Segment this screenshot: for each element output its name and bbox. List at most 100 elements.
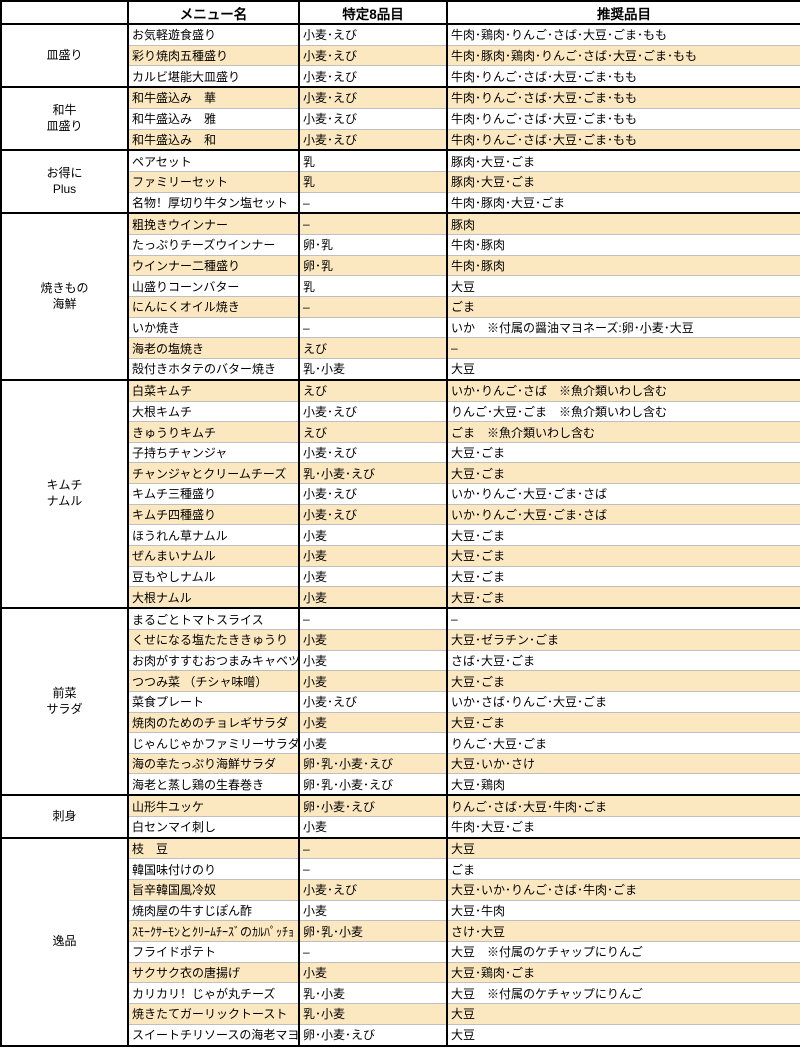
allergen8-cell: 乳･小麦: [298, 982, 447, 1005]
allergen8-cell: 小麦･えび: [298, 483, 447, 505]
allergen8-cell: 小麦: [298, 670, 447, 692]
table-row: 海老と蒸し鶏の生春巻き 卵･乳･小麦･えび 大豆･鶏肉: [1, 773, 800, 796]
table-row: 刺身 山形牛ユッケ 卵･小麦･えび りんご･さば･大豆･牛肉･ごま: [0, 794, 800, 839]
recommended-cell: 豚肉･大豆･ごま: [446, 149, 800, 172]
table-row: じゃんじゃかファミリーサラダ 小麦 りんご･大豆･ごま: [1, 732, 800, 754]
recommended-cell: 大豆: [446, 275, 800, 298]
table-row: スイートチリソースの海老マヨ 卵･小麦･えび 大豆: [1, 1024, 800, 1047]
menu-name-cell: ウインナー二種盛り: [127, 255, 299, 277]
menu-name-cell: 大根ナムル: [127, 586, 299, 609]
table-row: ウインナー二種盛り 卵･乳 牛肉･豚肉: [1, 255, 800, 277]
allergen8-cell: –: [298, 858, 447, 881]
menu-name-cell: ｽﾓｰｸｻｰﾓﾝとｸﾘｰﾑﾁｰｽﾞのｶﾙﾊﾟｯﾁｮ: [127, 920, 299, 943]
recommended-cell: 大豆: [446, 358, 800, 381]
recommended-cell: 牛肉･豚肉･大豆･ごま: [446, 192, 800, 214]
allergen8-cell: 小麦･えび: [298, 86, 447, 109]
recommended-cell: 牛肉･りんご･さば･大豆･ごま･もも: [446, 65, 800, 88]
header-specific8: 特定8品目: [298, 0, 448, 25]
allergen8-cell: 乳: [298, 275, 447, 298]
table-row: 逸品枝 豆 – 大豆: [0, 836, 800, 1047]
allergen8-cell: 小麦: [298, 962, 447, 984]
allergen8-cell: 乳･小麦･えび: [298, 462, 447, 485]
recommended-cell: 大豆: [446, 836, 800, 860]
allergen8-cell: 小麦･えび: [298, 691, 447, 713]
menu-name-cell: いか焼き: [127, 317, 299, 339]
header-menu-name: メニュー名: [127, 0, 300, 25]
header-recommended: 推奨品目: [446, 0, 800, 25]
menu-name-cell: くせになる塩たたききゅうり: [127, 629, 299, 651]
recommended-cell: 大豆 ※付属のケチャップにりんご: [446, 941, 800, 963]
menu-name-cell: 焼肉屋の牛すじぽん酢: [127, 900, 299, 922]
table-row: チャンジャとクリームチーズ 乳･小麦･えび 大豆･ごま: [1, 462, 800, 485]
header-category-empty: [0, 0, 129, 25]
allergen8-cell: 卵･小麦･えび: [298, 1024, 447, 1047]
allergen8-cell: 小麦･えび: [298, 129, 447, 151]
menu-name-cell: 菜食プレート: [127, 691, 299, 713]
menu-name-cell: キムチ三種盛り: [127, 483, 299, 505]
menu-name-cell: 山盛りコーンバター: [127, 275, 299, 298]
allergen8-cell: 卵･乳･小麦･えび: [298, 773, 447, 796]
category-cell: キムチ ナムル: [0, 378, 128, 609]
category-cell: 焼きもの 海鮮: [0, 212, 128, 381]
table-row: 焼肉のためのチョレギサラダ 小麦 大豆･ごま: [1, 712, 800, 734]
menu-name-cell: 旨辛韓国風冷奴: [127, 879, 299, 901]
recommended-cell: さば･大豆･ごま: [446, 650, 800, 672]
table-row: 焼肉屋の牛すじぽん酢 小麦 大豆･牛肉: [1, 900, 800, 922]
recommended-cell: 大豆･ごま: [446, 545, 800, 567]
recommended-cell: 大豆･牛肉: [446, 900, 800, 922]
table-row: つつみ菜 （チシャ味噌） 小麦 大豆･ごま: [1, 670, 800, 692]
allergen8-cell: えび: [298, 337, 447, 360]
table-row: 前菜 サラダ まるごとトマトスライス – –: [0, 607, 800, 796]
recommended-cell: りんご･大豆･ごま ※魚介類いわし含む: [446, 401, 800, 423]
menu-name-cell: にんにくオイル焼き: [127, 296, 299, 318]
menu-name-cell: カルビ堪能大皿盛り: [127, 65, 299, 88]
allergen8-cell: –: [298, 317, 447, 339]
allergen8-cell: 卵･乳: [298, 234, 447, 256]
recommended-cell: さけ･大豆: [446, 920, 800, 943]
table-row: サクサク衣の唐揚げ 小麦 大豆･鶏肉･ごま: [1, 962, 800, 984]
menu-name-cell: 彩り焼肉五種盛り: [127, 45, 299, 67]
recommended-cell: 大豆･ごま: [446, 712, 800, 734]
table-row: ぜんまいナムル 小麦 大豆･ごま: [1, 545, 800, 567]
recommended-cell: –: [446, 337, 800, 360]
recommended-cell: 牛肉･りんご･さば･大豆･ごま･もも: [446, 129, 800, 151]
table-header: メニュー名 特定8品目 推奨品目: [0, 0, 800, 25]
table-body: 皿盛り お気軽遊食盛り 小麦･えび 牛肉･鶏肉･りんご･さば･大豆･ごま･もも 彩り焼肉…: [0, 24, 800, 1047]
allergen8-cell: –: [298, 212, 447, 236]
recommended-cell: 牛肉･大豆･ごま: [446, 816, 800, 839]
recommended-cell: 豚肉･大豆･ごま: [446, 171, 800, 193]
table-row: 海老の塩焼き えび –: [1, 337, 800, 360]
table-row: 豆もやしナムル 小麦 大豆･ごま: [1, 566, 800, 588]
recommended-cell: 牛肉･りんご･さば･大豆･ごま･もも: [446, 86, 800, 109]
menu-name-cell: サクサク衣の唐揚げ: [127, 962, 299, 984]
table-row: カリカリ！じゃが丸チーズ 乳･小麦 大豆 ※付属のケチャップにりんご: [1, 982, 800, 1005]
menu-name-cell: 白センマイ刺し: [127, 816, 299, 839]
allergen8-cell: 小麦･えび: [298, 442, 447, 464]
allergen8-cell: 卵･乳: [298, 255, 447, 277]
table-row: にんにくオイル焼き – ごま: [1, 296, 800, 318]
allergen8-cell: 卵･乳･小麦･えび: [298, 753, 447, 775]
table-row: キムチ四種盛り 小麦･えび いか･りんご･大豆･ごま･さば: [1, 504, 800, 526]
recommended-cell: 牛肉･りんご･さば･大豆･ごま･もも: [446, 108, 800, 130]
menu-name-cell: 豆もやしナムル: [127, 566, 299, 588]
recommended-cell: 大豆･ごま: [446, 442, 800, 464]
menu-name-cell: 海老と蒸し鶏の生春巻き: [127, 773, 299, 796]
menu-name-cell: お気軽遊食盛り: [127, 24, 299, 46]
recommended-cell: 牛肉･豚肉･鶏肉･りんご･さば･大豆･ごま･もも: [446, 45, 800, 67]
recommended-cell: 大豆･鶏肉: [446, 773, 800, 796]
allergen8-cell: えび: [298, 421, 447, 443]
menu-name-cell: じゃんじゃかファミリーサラダ: [127, 732, 299, 754]
recommended-cell: いか･さば･りんご･大豆･ごま: [446, 691, 800, 713]
menu-name-cell: 粗挽きウインナー: [127, 212, 299, 236]
category-cell: 刺身: [0, 794, 128, 839]
menu-name-cell: ファミリーセット: [127, 171, 299, 193]
recommended-cell: 牛肉･豚肉: [446, 234, 800, 256]
allergen8-cell: 小麦: [298, 732, 447, 754]
recommended-cell: いか ※付属の醤油マヨネーズ:卵･小麦･大豆: [446, 317, 800, 339]
allergen8-cell: 小麦: [298, 566, 447, 588]
recommended-cell: 大豆･ごま: [446, 524, 800, 547]
table-row: お得に Plus ペアセット乳豚肉･大豆･ごま: [0, 149, 800, 214]
table-row: 殻付きホタテのバター焼き 乳･小麦 大豆: [1, 358, 800, 381]
category-cell: 皿盛り: [0, 24, 128, 88]
table-row: ほうれん草ナムル 小麦 大豆･ごま: [1, 524, 800, 547]
